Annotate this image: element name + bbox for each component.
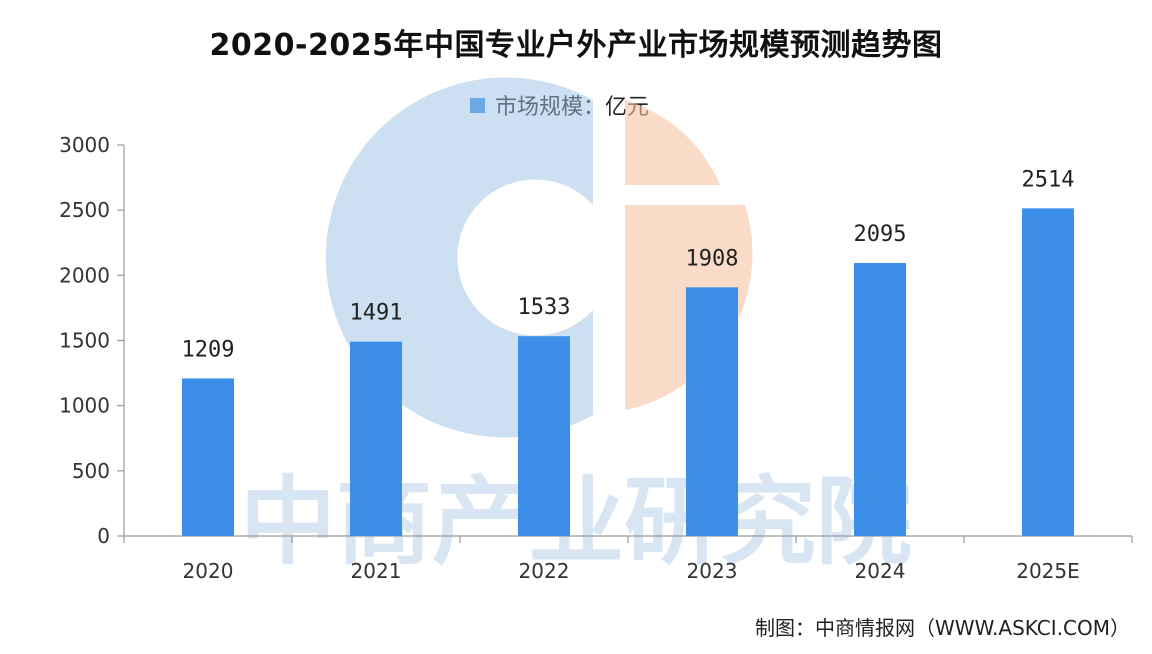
x-tick-label: 2021 [351,559,402,583]
bar-2024 [854,262,906,536]
x-tick-label: 2020 [183,559,234,583]
bar-2023 [686,287,738,536]
y-tick-label: 1000 [59,394,110,418]
y-tick-label: 500 [72,459,110,483]
bar-2025E [1022,208,1074,537]
bar-value-label: 1209 [182,337,235,362]
x-tick-label: 2025E [1016,559,1080,583]
x-tick-label: 2022 [519,559,570,583]
bar-value-label: 1533 [518,295,571,320]
bar-value-labels: 1209 1491 1533 1908 2095 2514 [182,167,1075,362]
watermark-text: 中商产业研究院 [240,466,912,578]
x-tick-label: 2024 [855,559,906,583]
bar-value-label: 1491 [350,301,403,326]
y-tick-label: 1500 [59,329,110,353]
bar-value-label: 1908 [686,246,739,271]
y-tick-label: 3000 [59,133,110,157]
x-tick-label: 2023 [687,559,738,583]
watermark-logo: 中商产业研究院 [240,77,912,578]
bar-2021 [350,341,402,536]
bars [182,208,1074,537]
y-tick-label: 2000 [59,263,110,287]
bar-value-label: 2095 [854,222,907,247]
y-tick-label: 0 [97,524,110,548]
bar-2022 [518,336,570,536]
bar-2020 [182,378,234,536]
x-axis: 2020 2021 2022 2023 2024 2025E [123,535,1133,583]
chart-title: 2020-2025年中国专业户外产业市场规模预测趋势图 [209,28,943,63]
bar-value-label: 2514 [1022,167,1075,192]
source-note: 制图：中商情报网（WWW.ASKCI.COM） [755,616,1130,640]
y-axis: 0 500 1000 1500 2000 2500 3000 [59,133,125,548]
watermark-arc-orange-top [625,100,720,185]
y-tick-label: 2500 [59,198,110,222]
